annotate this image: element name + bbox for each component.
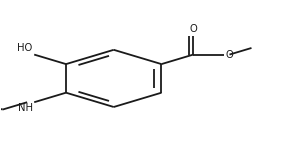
Text: NH: NH: [18, 103, 33, 113]
Text: O: O: [226, 50, 233, 60]
Text: O: O: [189, 24, 197, 34]
Text: HO: HO: [17, 43, 32, 53]
